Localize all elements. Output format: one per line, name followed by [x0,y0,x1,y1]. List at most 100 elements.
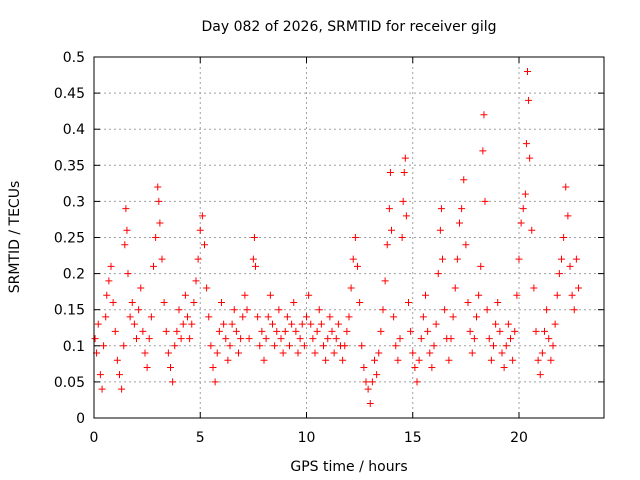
data-point [162,327,170,335]
data-point [275,306,283,314]
data-point [305,291,313,299]
data-point [451,284,459,292]
data-point [184,313,191,321]
data-point [330,349,338,357]
data-point [398,234,406,241]
data-point [269,320,276,328]
data-point [324,335,332,343]
x-tick-label: 20 [510,430,528,446]
data-point [135,306,143,314]
data-point [96,371,104,379]
data-point [494,298,502,306]
data-point [473,313,480,321]
data-point [475,291,483,299]
y-tick-label: 0.05 [54,375,85,391]
data-point [326,313,334,321]
data-point [441,306,449,314]
data-point [102,313,110,321]
data-point [364,385,372,393]
data-point [100,342,108,350]
data-point [294,349,302,357]
data-point [536,371,544,379]
data-point [504,320,512,328]
x-axis-label: GPS time / hours [290,459,407,475]
data-point [133,335,140,343]
grid-layer [94,57,604,418]
data-point [383,241,391,249]
data-point [173,327,181,335]
data-point [145,335,153,343]
data-point [437,205,445,213]
data-point [207,342,215,350]
data-point [481,197,489,205]
data-point [228,320,236,328]
data-point [109,298,117,306]
data-point [407,327,415,335]
data-point [396,335,404,343]
data-point [241,291,249,299]
data-point [413,378,421,386]
data-point [496,327,504,335]
data-point [98,385,106,393]
data-point [175,306,183,314]
data-point [390,313,398,321]
data-point [566,262,574,270]
data-point [156,219,164,227]
data-point [164,349,172,357]
y-tick-label: 0.2 [63,267,85,283]
data-point [188,320,196,328]
data-point [313,327,321,335]
data-point [111,327,119,335]
data-point [553,291,561,299]
x-tick-label: 15 [404,430,422,446]
data-point [141,349,149,357]
data-point [239,313,247,321]
data-point [526,154,534,162]
y-tick-label: 0.15 [54,303,85,319]
data-point [213,349,221,357]
y-tick-label: 0 [76,411,85,427]
data-point [186,335,194,343]
data-point [292,327,300,335]
data-point [94,320,102,328]
data-point [198,212,206,220]
data-point [436,226,444,234]
data-point [296,335,304,343]
data-point [468,349,476,357]
data-point [249,255,257,263]
data-point [243,306,251,314]
data-point [558,255,565,263]
data-point [91,335,99,343]
data-point [126,313,134,321]
data-point [356,298,364,306]
data-point [479,147,487,155]
data-point [152,234,160,241]
data-point [351,234,359,241]
data-point [371,356,378,364]
data-point [555,270,563,278]
data-point [222,335,230,343]
data-point [245,335,253,343]
y-tick-labels: 0 0.05 0.1 0.15 0.2 0.25 0.3 0.35 0.4 0.45 0.5 [54,50,85,427]
data-point [260,356,268,364]
data-point [543,306,551,314]
data-point [547,356,555,364]
data-point [385,205,393,213]
data-point [426,349,434,357]
x-tick-labels: 0 5 10 15 20 [90,430,528,446]
data-point [105,277,113,285]
data-point [515,255,523,263]
data-point [286,342,293,350]
data-point [400,169,408,177]
data-point [169,378,177,386]
data-point [524,67,531,75]
data-point [139,327,147,335]
data-point [254,313,262,321]
data-point [366,400,374,408]
data-point [224,356,232,364]
y-axis-label: SRMTID / TECUs [7,181,23,294]
data-point [522,140,530,148]
data-point [415,356,423,364]
data-point [181,291,189,299]
data-point [300,342,308,350]
